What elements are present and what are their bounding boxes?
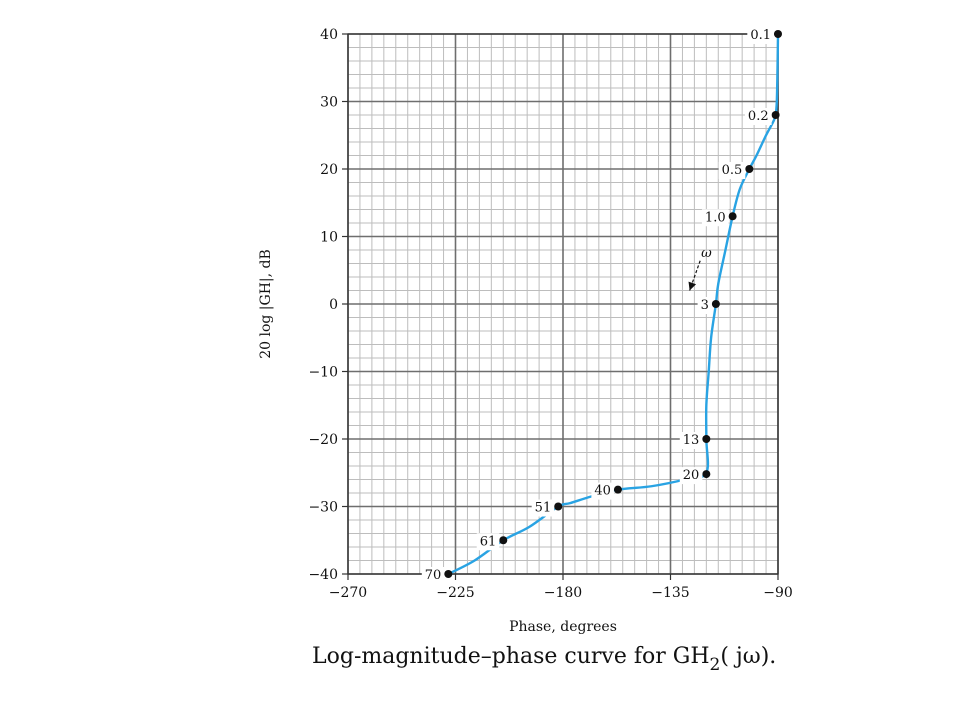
x-tick-label: −90 [763, 585, 793, 601]
point-label-bg [591, 482, 614, 500]
series-line [447, 33, 780, 576]
point-label: 0.2 [748, 109, 769, 124]
figure-caption: Log-magnitude–phase curve for GH2( jω). [312, 644, 776, 675]
point-label: 70 [425, 568, 442, 583]
point-label-bg [679, 432, 703, 449]
data-point [554, 502, 563, 511]
y-tick-label: 40 [320, 27, 338, 43]
y-axis-label: 20 log |GH|, dB [258, 249, 274, 359]
data-point [745, 165, 754, 173]
point-labels: 0.1 0.2 0.5 1.0 3 13 20 40 51 61 70 [421, 27, 774, 584]
omega-symbol: ω [701, 246, 712, 261]
y-tick-label: 10 [320, 230, 338, 246]
x-tick-label: −225 [436, 585, 474, 601]
point-label: 40 [594, 484, 611, 499]
y-tick-labels: 40 30 20 10 0 −10 −20 −30 −40 [308, 27, 348, 583]
point-label-bg [718, 162, 746, 179]
y-tick-label: 20 [320, 162, 338, 178]
x-axis-label: Phase, degrees [509, 619, 617, 635]
point-label: 13 [683, 433, 700, 448]
caption-main: Log-magnitude–phase curve for GH [312, 644, 710, 669]
data-point [702, 435, 711, 443]
point-label-bg [679, 467, 703, 485]
point-label: 20 [683, 468, 700, 483]
point-label-bg [421, 567, 445, 584]
omega-arrow-head [688, 281, 697, 291]
point-label: 1.0 [705, 210, 726, 225]
point-label-bg [476, 533, 500, 551]
y-tick-label: 30 [320, 95, 338, 111]
point-label-bg [744, 108, 772, 125]
omega-annotation: ω [688, 246, 712, 291]
data-point [499, 536, 508, 545]
y-tick-label: 0 [329, 297, 338, 313]
point-label: 61 [480, 534, 497, 549]
point-label: 51 [535, 501, 552, 516]
caption-subscript: 2 [710, 655, 721, 675]
y-tick-label: −20 [308, 432, 338, 448]
x-tick-label: −180 [544, 585, 582, 601]
data-point [702, 470, 711, 479]
y-tick-label: −40 [308, 567, 338, 583]
data-point [613, 485, 622, 494]
series-curve [447, 33, 780, 576]
y-tick-label: −30 [308, 500, 338, 516]
point-label-bg [701, 209, 729, 227]
point-label: 0.5 [722, 163, 743, 178]
point-label-bg [531, 499, 555, 517]
data-point [728, 212, 737, 221]
data-point [444, 570, 453, 578]
point-label-bg [747, 27, 774, 44]
y-tick-label: −10 [308, 365, 338, 381]
x-tick-label: −135 [651, 585, 689, 601]
point-label-bg [697, 297, 712, 314]
data-points [444, 30, 782, 578]
point-label: 3 [701, 298, 709, 313]
caption-tail: ( jω). [720, 644, 776, 669]
data-point [771, 111, 780, 119]
x-tick-labels: −270 −225 −180 −135 −90 [329, 574, 793, 601]
point-label: 0.1 [750, 28, 771, 43]
data-point [711, 300, 720, 308]
x-tick-label: −270 [329, 585, 367, 601]
data-point [774, 30, 782, 38]
